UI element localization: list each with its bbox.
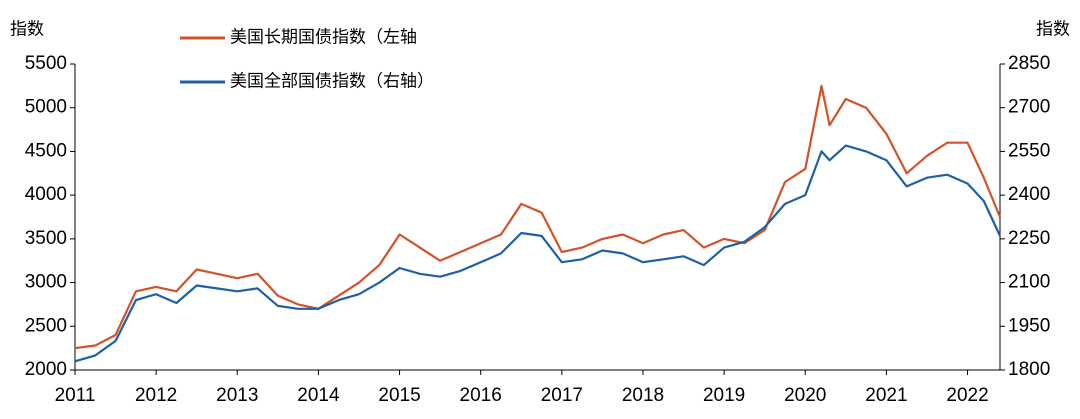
x-tick-label: 2013 — [216, 385, 258, 406]
x-tick-label: 2020 — [784, 385, 826, 406]
y2-tick-label: 2550 — [1008, 140, 1050, 161]
x-tick-label: 2018 — [622, 385, 664, 406]
y-tick-label: 2500 — [25, 315, 67, 336]
y2-tick-label: 2100 — [1008, 272, 1050, 293]
x-tick-label: 2022 — [946, 385, 988, 406]
y2-tick-label: 1950 — [1008, 315, 1050, 336]
y-tick-label: 3500 — [25, 228, 67, 249]
x-tick-label: 2016 — [460, 385, 502, 406]
y-axis-title: 指数 — [10, 19, 44, 38]
y-tick-label: 2000 — [25, 359, 67, 380]
x-tick-label: 2017 — [541, 385, 583, 406]
y2-tick-label: 2250 — [1008, 228, 1050, 249]
legend-label: 美国全部国债指数（右轴） — [230, 71, 434, 90]
x-tick-label: 2019 — [703, 385, 745, 406]
y2-axis-title: 指数 — [1036, 19, 1070, 38]
x-tick-label: 2015 — [378, 385, 420, 406]
y-tick-label: 3000 — [25, 272, 67, 293]
x-tick-label: 2021 — [865, 385, 907, 406]
x-tick-label: 2012 — [135, 385, 177, 406]
y2-tick-label: 2850 — [1008, 53, 1050, 74]
legend-label: 美国长期国债指数（左轴 — [230, 27, 417, 46]
y-tick-label: 5500 — [25, 53, 67, 74]
y2-tick-label: 1800 — [1008, 359, 1050, 380]
series-line — [74, 144, 1001, 363]
y-tick-label: 4000 — [25, 184, 67, 205]
x-tick-label: 2011 — [55, 385, 96, 406]
y-tick-label: 5000 — [25, 97, 67, 118]
series-line — [74, 84, 1002, 350]
y2-tick-label: 2700 — [1008, 97, 1050, 118]
y-tick-label: 4500 — [25, 140, 67, 161]
y2-tick-label: 2400 — [1008, 184, 1050, 205]
x-tick-label: 2014 — [297, 385, 340, 406]
